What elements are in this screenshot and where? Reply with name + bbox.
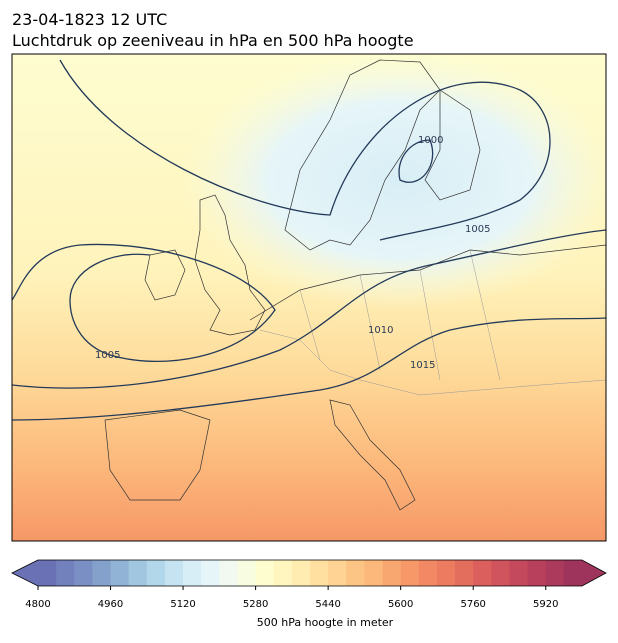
contour-label: 1010 xyxy=(368,325,393,336)
colorbar-over xyxy=(582,560,606,586)
colorbar-swatch xyxy=(201,560,220,586)
colorbar-swatch xyxy=(74,560,93,586)
colorbar-swatch xyxy=(545,560,565,586)
colorbar-tick-label: 5760 xyxy=(460,599,485,610)
colorbar-tick-label: 4960 xyxy=(98,599,123,610)
colorbar-swatch xyxy=(563,560,583,586)
colorbar-swatch xyxy=(164,560,184,586)
colorbar-tick-label: 4800 xyxy=(25,599,50,610)
contour-label: 1000 xyxy=(418,135,443,146)
colorbar-swatch xyxy=(273,560,293,586)
map-frame xyxy=(11,53,607,542)
colorbar-swatch xyxy=(491,560,510,586)
colorbar-swatch xyxy=(255,560,275,586)
colorbar-swatch xyxy=(382,560,402,586)
colorbar-swatch xyxy=(527,560,547,586)
colorbar-tick-label: 5440 xyxy=(315,599,340,610)
colorbar-tick-label: 5920 xyxy=(533,599,558,610)
colorbar-outline xyxy=(11,559,607,587)
colorbar-swatch xyxy=(509,560,529,586)
map-date: 23-04-1823 12 UTC xyxy=(12,10,167,29)
colorbar-swatch xyxy=(146,560,166,586)
map-title: Luchtdruk op zeeniveau in hPa en 500 hPa… xyxy=(12,31,414,50)
colorbar-swatch xyxy=(183,560,202,586)
colorbar-swatch xyxy=(364,560,384,586)
colorbar-swatch xyxy=(418,560,438,586)
colorbar-label: 500 hPa hoogte in meter xyxy=(257,616,394,629)
colorbar-tick-label: 5280 xyxy=(243,599,268,610)
colorbar-swatch xyxy=(237,560,257,586)
colorbar-swatch xyxy=(455,560,474,586)
map-area xyxy=(12,54,606,541)
colorbar-swatch xyxy=(219,560,238,586)
contour-label: 1015 xyxy=(410,360,435,371)
colorbar-swatch xyxy=(128,560,148,586)
colorbar-swatch xyxy=(110,560,130,586)
colorbar-swatch xyxy=(328,560,347,586)
colorbar-tick-label: 5600 xyxy=(388,599,413,610)
colorbar-tick-label: 5120 xyxy=(170,599,195,610)
colorbar-swatch xyxy=(38,560,57,586)
colorbar-under xyxy=(12,560,38,586)
colorbar-swatch xyxy=(291,560,311,586)
colorbar-swatch xyxy=(436,560,456,586)
colorbar-swatch xyxy=(473,560,492,586)
colorbar-swatch xyxy=(310,560,329,586)
colorbar-swatch xyxy=(400,560,420,586)
contour-label: 1005 xyxy=(95,350,120,361)
colorbar-swatch xyxy=(56,560,75,586)
colorbar-swatch xyxy=(346,560,365,586)
colorbar: 4800 4960 5120 5280 5440 5600 5760 5920 500 hPa … xyxy=(11,559,607,629)
colorbar-swatch xyxy=(92,560,112,586)
contour-label: 1005 xyxy=(465,224,490,235)
